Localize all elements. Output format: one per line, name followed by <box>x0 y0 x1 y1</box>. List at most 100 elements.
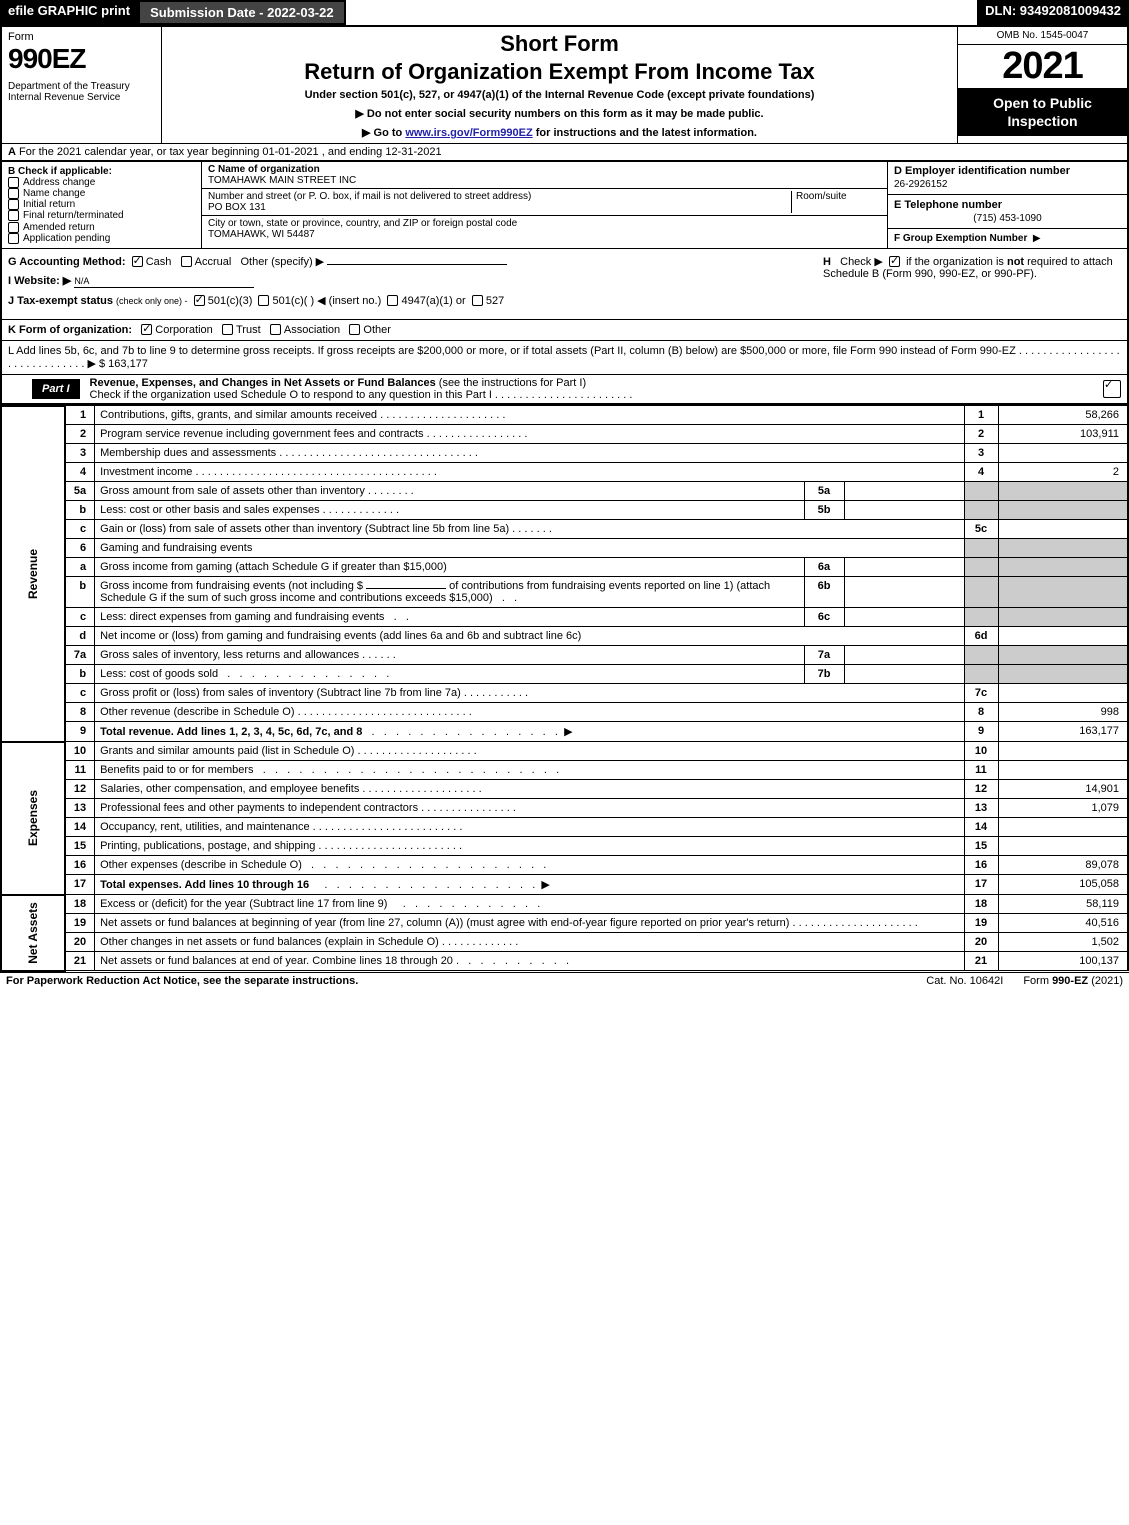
f-arrow: ▶ <box>1033 233 1041 244</box>
cb-h[interactable] <box>889 256 900 267</box>
l7a-desc: Gross sales of inventory, less returns a… <box>100 649 359 661</box>
cb-corp[interactable] <box>141 324 152 335</box>
l-text: L Add lines 5b, 6c, and 7b to line 9 to … <box>8 345 1016 357</box>
l6-val <box>998 539 1128 558</box>
l5b-mid: 5b <box>804 501 844 520</box>
line-17: 17Total expenses. Add lines 10 through 1… <box>1 875 1128 895</box>
col-c: C Name of organization TOMAHAWK MAIN STR… <box>202 162 887 248</box>
l3-no: 3 <box>964 444 998 463</box>
top-bar: efile GRAPHIC print Submission Date - 20… <box>0 0 1129 25</box>
instr-goto: ▶ Go to www.irs.gov/Form990EZ for instru… <box>168 126 951 139</box>
cb-4947[interactable] <box>387 295 398 306</box>
lines-table: Revenue 1 Contributions, gifts, grants, … <box>0 405 1129 972</box>
cb-initial-return[interactable] <box>8 199 19 210</box>
l6a-midval <box>844 558 964 577</box>
j-o4: 527 <box>486 295 504 307</box>
l21-val: 100,137 <box>998 952 1128 971</box>
b-label: Check if applicable: <box>18 166 112 177</box>
section-k: K Form of organization: Corporation Trus… <box>0 319 1129 340</box>
line-7b: bLess: cost of goods sold . . . . . . . … <box>1 665 1128 684</box>
b-opt-5: Application pending <box>23 233 110 244</box>
footer: For Paperwork Reduction Act Notice, see … <box>0 972 1129 989</box>
l6c-no <box>964 608 998 627</box>
l6b-val <box>998 577 1128 608</box>
cb-accrual[interactable] <box>181 256 192 267</box>
cb-assoc[interactable] <box>270 324 281 335</box>
l6d-desc: Net income or (loss) from gaming and fun… <box>100 630 581 642</box>
l19-no: 19 <box>964 914 998 933</box>
l4-no: 4 <box>964 463 998 482</box>
cb-address-change[interactable] <box>8 177 19 188</box>
l13-val: 1,079 <box>998 799 1128 818</box>
l7c-no: 7c <box>964 684 998 703</box>
c-city-lbl: City or town, state or province, country… <box>208 218 517 229</box>
l7b-midval <box>844 665 964 684</box>
l8-no: 8 <box>964 703 998 722</box>
l7a-midval <box>844 646 964 665</box>
l6-no <box>964 539 998 558</box>
line-13: 13 Professional fees and other payments t… <box>1 799 1128 818</box>
part-i-title: Revenue, Expenses, and Changes in Net As… <box>84 375 1103 403</box>
irs-link[interactable]: www.irs.gov/Form990EZ <box>405 127 532 139</box>
l6a-no <box>964 558 998 577</box>
cb-501c[interactable] <box>258 295 269 306</box>
l5b-midval <box>844 501 964 520</box>
g-other-line[interactable] <box>327 264 507 265</box>
line-14: 14Occupancy, rent, utilities, and mainte… <box>1 818 1128 837</box>
l10-no: 10 <box>964 742 998 761</box>
cb-final-return[interactable] <box>8 210 19 221</box>
cb-527[interactable] <box>472 295 483 306</box>
cb-cash[interactable] <box>132 256 143 267</box>
department-label: Department of the Treasury Internal Reve… <box>8 81 155 103</box>
l6b-blank <box>366 588 446 589</box>
l7b-desc: Less: cost of goods sold <box>100 668 218 680</box>
l6d-val <box>998 627 1128 646</box>
cb-amended-return[interactable] <box>8 222 19 233</box>
cb-trust[interactable] <box>222 324 233 335</box>
l14-no: 14 <box>964 818 998 837</box>
line-21: 21Net assets or fund balances at end of … <box>1 952 1128 971</box>
cb-application-pending[interactable] <box>8 233 19 244</box>
l5b-desc: Less: cost or other basis and sales expe… <box>100 504 320 516</box>
line-12: 12Salaries, other compensation, and empl… <box>1 780 1128 799</box>
cb-part-i[interactable] <box>1103 380 1121 398</box>
l8-desc: Other revenue (describe in Schedule O) <box>100 706 294 718</box>
g-cash: Cash <box>146 256 172 268</box>
line-9: 9Total revenue. Add lines 1, 2, 3, 4, 5c… <box>1 722 1128 742</box>
cb-name-change[interactable] <box>8 188 19 199</box>
l6-desc: Gaming and fundraising events <box>100 542 252 554</box>
under-section: Under section 501(c), 527, or 4947(a)(1)… <box>168 89 951 101</box>
l13-no: 13 <box>964 799 998 818</box>
l11-desc: Benefits paid to or for members <box>100 764 253 776</box>
cb-other[interactable] <box>349 324 360 335</box>
k-trust: Trust <box>236 324 261 336</box>
footer-r-bold: 990-EZ <box>1052 975 1088 987</box>
l7a-mid: 7a <box>804 646 844 665</box>
cb-501c3[interactable] <box>194 295 205 306</box>
l20-desc: Other changes in net assets or fund bala… <box>100 936 439 948</box>
form-header: Form 990EZ Department of the Treasury In… <box>0 25 1129 143</box>
i-val-text: N/A <box>74 276 89 286</box>
l6b-mid: 6b <box>804 577 844 608</box>
l18-desc: Excess or (deficit) for the year (Subtra… <box>100 898 387 910</box>
k-corp: Corporation <box>155 324 212 336</box>
line-6b: bGross income from fundraising events (n… <box>1 577 1128 608</box>
e-val: (715) 453-1090 <box>894 213 1121 224</box>
l9-desc: Total revenue. Add lines 1, 2, 3, 4, 5c,… <box>100 726 362 738</box>
g-accrual: Accrual <box>195 256 232 268</box>
l5c-desc: Gain or (loss) from sale of assets other… <box>100 523 509 535</box>
l12-desc: Salaries, other compensation, and employ… <box>100 783 359 795</box>
line-6a: aGross income from gaming (attach Schedu… <box>1 558 1128 577</box>
line-5c: cGain or (loss) from sale of assets othe… <box>1 520 1128 539</box>
l13-desc: Professional fees and other payments to … <box>100 802 418 814</box>
l6b-no <box>964 577 998 608</box>
l1-desc: Contributions, gifts, grants, and simila… <box>100 409 377 421</box>
l18-no: 18 <box>964 895 998 914</box>
b-opt-3: Final return/terminated <box>23 211 124 222</box>
b-opt-1: Name change <box>23 188 85 199</box>
efile-label[interactable]: efile GRAPHIC print <box>0 0 138 25</box>
dln-label: DLN: 93492081009432 <box>977 0 1129 25</box>
ghij-left: G Accounting Method: Cash Accrual Other … <box>2 249 817 319</box>
footer-mid: Cat. No. 10642I <box>906 975 1023 987</box>
col-b: B Check if applicable: Address change Na… <box>2 162 202 248</box>
